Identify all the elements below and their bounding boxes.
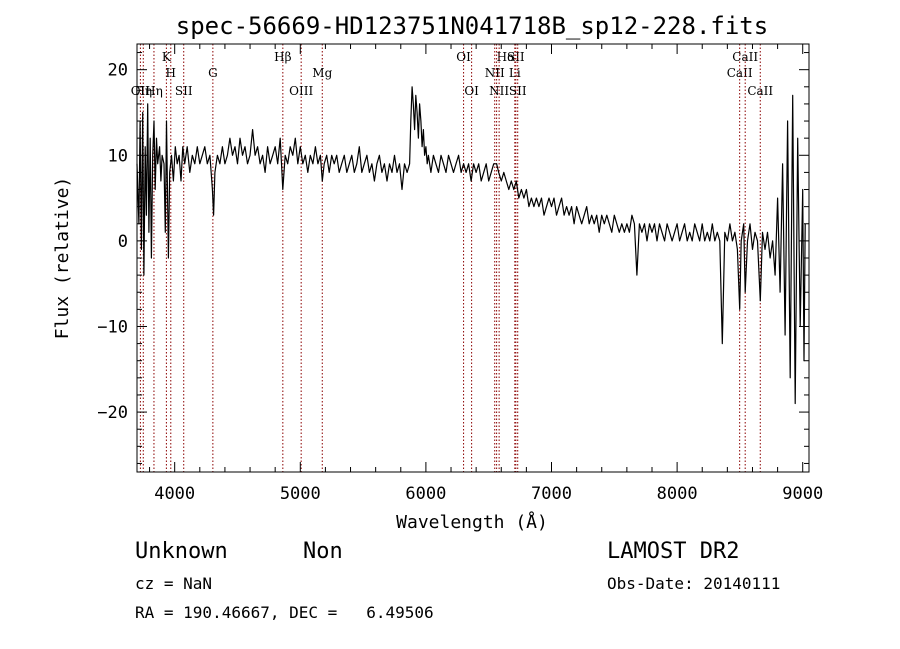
- spectral-line-label-17: SII: [509, 84, 527, 98]
- y-tick-label-4: 20: [108, 61, 128, 81]
- spectral-line-label-4: H: [166, 66, 176, 80]
- coordinates: RA = 190.46667, DEC = 6.49506: [135, 603, 434, 622]
- y-tick-label-0: −20: [97, 403, 128, 423]
- x-tick-label-2: 6000: [405, 484, 446, 504]
- spectral-line-label-18: CaII: [727, 66, 753, 80]
- x-tick-label-1: 5000: [280, 484, 321, 504]
- spectral-line-label-8: OIII: [289, 84, 313, 98]
- object-subclass: Non: [303, 539, 343, 564]
- spectral-line-label-10: OI: [456, 50, 471, 64]
- spectral-line-label-12: NII: [485, 66, 505, 80]
- y-tick-label-1: −10: [97, 317, 128, 337]
- y-tick-label-2: 0: [118, 232, 128, 252]
- spectral-line-markers: OIIHηHηKHSIIGHβOIIIMgOIOINIIHαNIILiSIISI…: [131, 44, 773, 472]
- spectral-line-label-9: Mg: [312, 66, 332, 80]
- x-tick-label-4: 8000: [657, 484, 698, 504]
- x-axis-label: Wavelength (Å): [396, 511, 548, 533]
- spectral-line-label-11: OI: [464, 84, 479, 98]
- spectral-line-label-16: SII: [507, 50, 525, 64]
- observation-date: Obs-Date: 20140111: [607, 574, 781, 593]
- x-tick-label-5: 9000: [782, 484, 823, 504]
- spectral-line-label-20: CaII: [747, 84, 773, 98]
- spectral-line-label-6: G: [208, 66, 218, 80]
- redshift-cz: cz = NaN: [135, 574, 213, 593]
- spectral-line-label-14: NII: [489, 84, 509, 98]
- spectral-line-label-0: OII: [131, 84, 151, 98]
- spectrum-line-0: [136, 86, 806, 405]
- x-tick-label-0: 4000: [154, 484, 195, 504]
- axis-ticks: 4000 5000 6000 7000 8000 9000 −20 −10 0 10 20: [97, 44, 823, 504]
- spectral-line-label-15: Li: [509, 66, 521, 80]
- object-class: Unknown: [135, 539, 228, 564]
- spectral-line-label-3: K: [162, 50, 172, 64]
- x-tick-label-3: 7000: [531, 484, 572, 504]
- spectrum-series: [136, 86, 806, 405]
- chart-title: spec-56669-HD123751N041718B_sp12-228.fit…: [176, 12, 768, 40]
- y-axis-label: Flux (relative): [52, 177, 73, 340]
- spectral-line-label-7: Hβ: [274, 50, 291, 64]
- plot-frame: [136, 43, 810, 473]
- spectral-line-label-5: SII: [175, 84, 193, 98]
- y-tick-label-3: 10: [108, 146, 128, 166]
- spectral-line-label-19: CaII: [732, 50, 758, 64]
- spectral-line-label-2: Hη: [145, 84, 163, 98]
- spectral-line-label-13: Hα: [497, 50, 516, 64]
- spectral-line-label-1: Hη: [134, 84, 152, 98]
- survey-name: LAMOST DR2: [607, 539, 740, 564]
